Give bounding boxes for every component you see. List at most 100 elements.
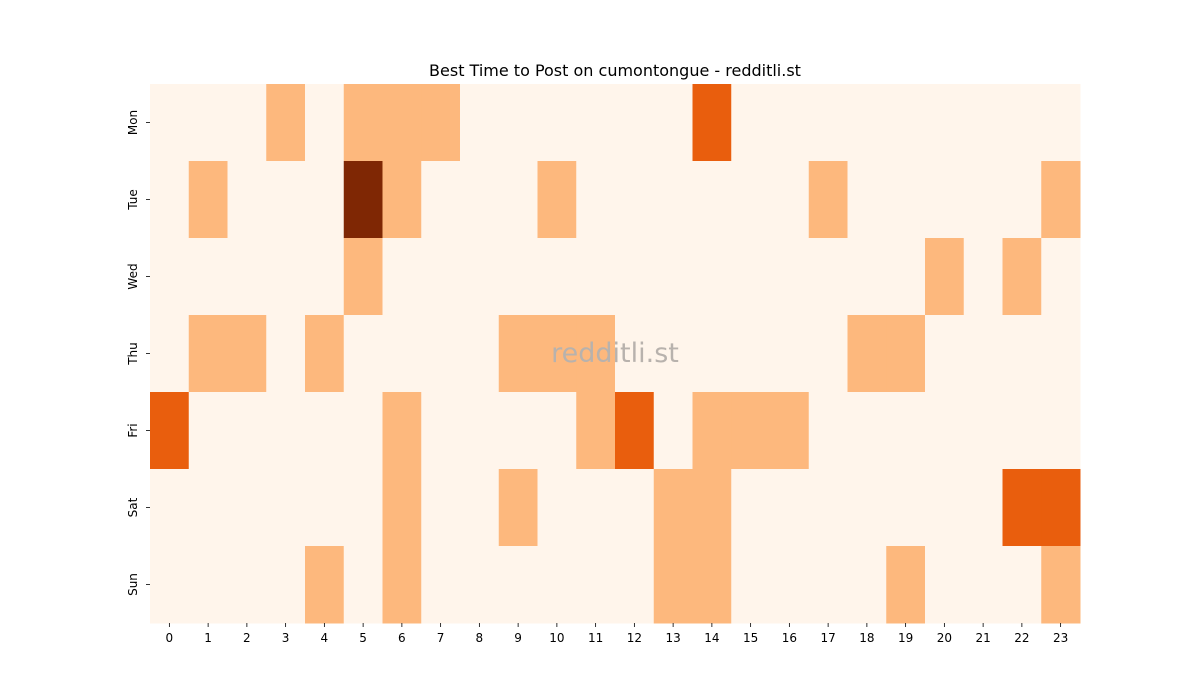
heatmap-cell-wed-21: [963, 238, 1003, 316]
heatmap-cell-mon-17: [808, 84, 848, 162]
heatmap-cell-fri-13: [653, 392, 693, 470]
heatmap-cell-sun-9: [498, 546, 538, 624]
y-tick-label-wed: Wed: [126, 263, 140, 289]
x-tick-label-0: 0: [166, 631, 174, 645]
heatmap-cell-sat-21: [963, 469, 1003, 547]
heatmap-cell-sun-18: [847, 546, 887, 624]
heatmap-cell-wed-3: [266, 238, 306, 316]
heatmap-cell-sat-7: [421, 469, 461, 547]
heatmap-cell-fri-11: [576, 392, 616, 470]
x-tick-label-20: 20: [937, 631, 952, 645]
heatmap-cell-fri-5: [343, 392, 383, 470]
heatmap-cell-tue-0: [150, 161, 190, 239]
heatmap-cell-sun-21: [963, 546, 1003, 624]
heatmap-cell-sun-5: [343, 546, 383, 624]
heatmap-cell-sat-12: [615, 469, 655, 547]
heatmap-cell-tue-22: [1002, 161, 1042, 239]
heatmap-cell-sun-6: [382, 546, 422, 624]
x-tick-label-15: 15: [743, 631, 758, 645]
heatmap-cell-thu-22: [1002, 315, 1042, 393]
heatmap-cell-fri-3: [266, 392, 306, 470]
heatmap-cell-tue-23: [1041, 161, 1081, 239]
heatmap-cell-mon-20: [925, 84, 965, 162]
heatmap-cell-wed-18: [847, 238, 887, 316]
x-axis: 0 1 2 3 4 5 6 7 8 9 10 11 12 13 14 15 16 17 18 19 20 21 22 23: [166, 623, 1068, 645]
heatmap-cell-wed-1: [188, 238, 228, 316]
heatmap-cell-sun-20: [925, 546, 965, 624]
heatmap-cell-sat-1: [188, 469, 228, 547]
x-tick-label-3: 3: [282, 631, 290, 645]
y-tick-label-fri: Fri: [126, 423, 140, 437]
heatmap-cell-wed-20: [925, 238, 965, 316]
heatmap-cell-mon-4: [305, 84, 345, 162]
heatmap-cell-thu-2: [227, 315, 267, 393]
heatmap-cell-mon-2: [227, 84, 267, 162]
heatmap-cell-wed-9: [498, 238, 538, 316]
heatmap-cell-wed-8: [460, 238, 500, 316]
heatmap-cell-mon-18: [847, 84, 887, 162]
heatmap-cell-tue-21: [963, 161, 1003, 239]
heatmap-cell-tue-15: [731, 161, 771, 239]
heatmap-cell-sun-4: [305, 546, 345, 624]
heatmap-cell-fri-16: [770, 392, 810, 470]
heatmap-cell-sun-19: [886, 546, 926, 624]
heatmap-cell-mon-9: [498, 84, 538, 162]
heatmap-cell-sat-19: [886, 469, 926, 547]
heatmap-cell-thu-13: [653, 315, 693, 393]
heatmap-cell-fri-20: [925, 392, 965, 470]
heatmap-cell-fri-21: [963, 392, 1003, 470]
heatmap-cell-tue-10: [537, 161, 577, 239]
heatmap-cell-sun-8: [460, 546, 500, 624]
heatmap-cell-sat-0: [150, 469, 190, 547]
x-tick-label-12: 12: [627, 631, 642, 645]
heatmap-cell-tue-18: [847, 161, 887, 239]
heatmap-cell-sat-5: [343, 469, 383, 547]
x-tick-label-11: 11: [588, 631, 603, 645]
x-tick-label-19: 19: [898, 631, 913, 645]
heatmap-cell-mon-14: [692, 84, 732, 162]
heatmap-cell-sun-16: [770, 546, 810, 624]
heatmap-cell-mon-8: [460, 84, 500, 162]
heatmap-cell-sat-8: [460, 469, 500, 547]
heatmap-cell-tue-16: [770, 161, 810, 239]
heatmap-cell-sun-23: [1041, 546, 1081, 624]
heatmap-cell-sun-11: [576, 546, 616, 624]
heatmap-cell-sun-10: [537, 546, 577, 624]
heatmap-cell-sun-12: [615, 546, 655, 624]
heatmap-cell-wed-19: [886, 238, 926, 316]
heatmap-cell-sat-20: [925, 469, 965, 547]
heatmap-cell-tue-3: [266, 161, 306, 239]
heatmap-cells: [150, 84, 1081, 624]
heatmap-cell-fri-19: [886, 392, 926, 470]
heatmap-cell-wed-4: [305, 238, 345, 316]
x-tick-label-9: 9: [514, 631, 522, 645]
heatmap-cell-wed-23: [1041, 238, 1081, 316]
heatmap-cell-sat-13: [653, 469, 693, 547]
heatmap-cell-tue-4: [305, 161, 345, 239]
chart-title: Best Time to Post on cumontongue - reddi…: [429, 61, 801, 80]
heatmap-cell-sun-7: [421, 546, 461, 624]
heatmap-cell-wed-2: [227, 238, 267, 316]
heatmap-cell-tue-5: [343, 161, 383, 239]
x-tick-label-5: 5: [359, 631, 367, 645]
heatmap-cell-mon-7: [421, 84, 461, 162]
heatmap-cell-tue-19: [886, 161, 926, 239]
x-tick-label-4: 4: [321, 631, 329, 645]
heatmap-cell-wed-17: [808, 238, 848, 316]
heatmap-cell-fri-7: [421, 392, 461, 470]
heatmap-cell-tue-12: [615, 161, 655, 239]
heatmap-cell-thu-19: [886, 315, 926, 393]
heatmap-cell-thu-5: [343, 315, 383, 393]
heatmap-cell-fri-23: [1041, 392, 1081, 470]
heatmap-cell-thu-8: [460, 315, 500, 393]
x-tick-label-14: 14: [704, 631, 719, 645]
heatmap-cell-fri-14: [692, 392, 732, 470]
heatmap-cell-fri-4: [305, 392, 345, 470]
heatmap-cell-sat-4: [305, 469, 345, 547]
heatmap-cell-fri-17: [808, 392, 848, 470]
x-tick-label-18: 18: [859, 631, 874, 645]
heatmap-cell-sat-10: [537, 469, 577, 547]
heatmap-cell-sun-1: [188, 546, 228, 624]
x-tick-label-2: 2: [243, 631, 251, 645]
heatmap-cell-mon-1: [188, 84, 228, 162]
